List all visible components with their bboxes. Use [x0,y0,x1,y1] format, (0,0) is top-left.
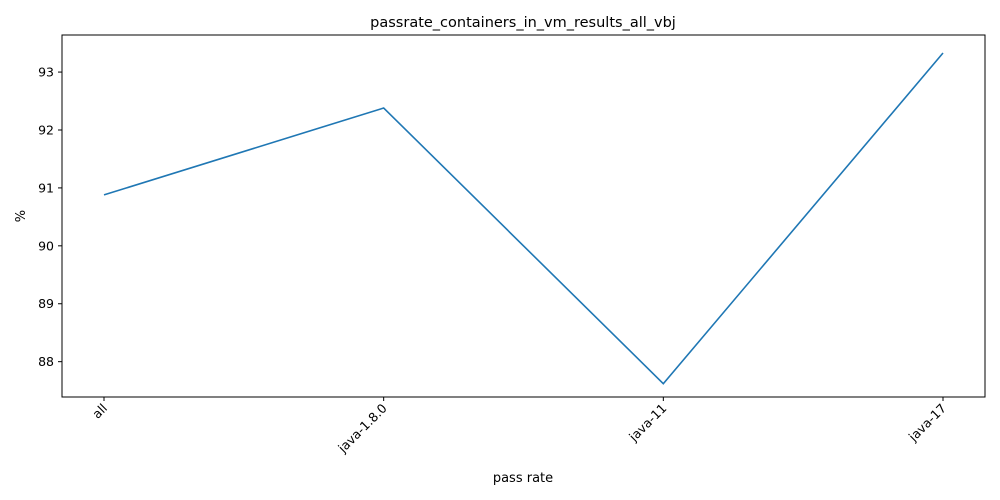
y-axis-ticks: 88 89 90 91 92 93 [38,65,62,369]
y-tick-label: 88 [38,354,54,369]
plot-frame [61,34,986,398]
y-axis-label: % [14,210,29,222]
y-tick-label: 92 [38,122,54,137]
y-tick-label: 89 [38,296,54,311]
y-tick-label: 91 [38,180,54,195]
x-axis-ticks: all java-1.8.0 java-11 java-17 [89,397,949,456]
y-tick-label: 90 [38,238,54,253]
x-tick-label: java-11 [625,401,669,445]
x-axis-label: pass rate [493,471,553,486]
x-tick-label: all [89,401,110,422]
chart-title: passrate_containers_in_vm_results_all_vb… [370,15,676,31]
series-line [103,52,944,385]
y-tick-label: 93 [38,65,54,80]
x-tick-label: java-1.8.0 [334,400,390,456]
x-tick-label: java-17 [905,401,949,445]
